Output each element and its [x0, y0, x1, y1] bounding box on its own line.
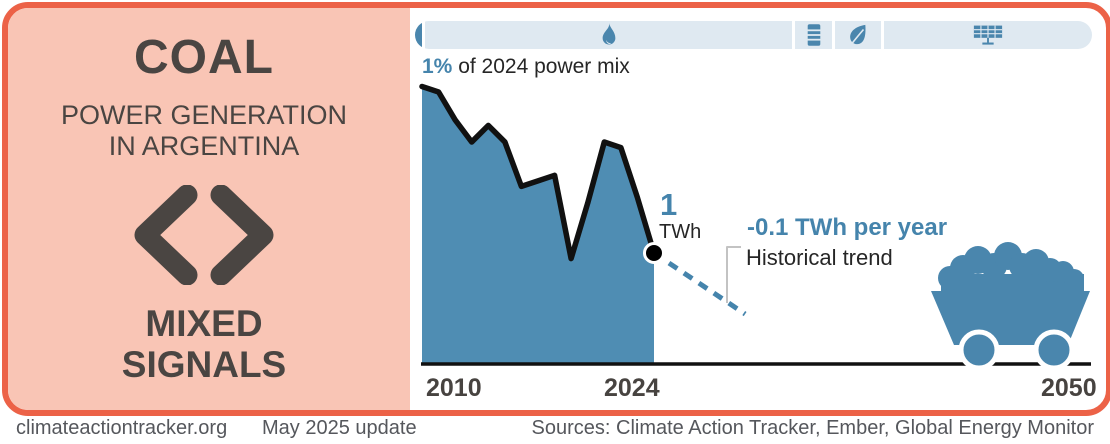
- oil-barrel-icon: [805, 24, 822, 46]
- endpoint-unit-label: TWh: [659, 221, 702, 243]
- flame-icon: [602, 23, 616, 45]
- signal-label-line1: MIXED: [145, 303, 263, 344]
- subtitle-line1: POWER GENERATION: [60, 100, 348, 130]
- endpoint-value-label: 1: [660, 187, 678, 222]
- power-mix-segment-renewables: [883, 21, 1092, 49]
- signal-label-line2: SIGNALS: [121, 344, 287, 385]
- leaf-icon: [849, 24, 866, 46]
- trend-rate-label: -0.1 TWh per year: [747, 214, 948, 241]
- site-url: climateactiontracker.org: [16, 417, 228, 439]
- page-title: COAL: [134, 31, 274, 84]
- power-mix-caption-text: of 2024 power mix: [452, 55, 630, 78]
- sources-credit: Sources: Climate Action Tracker, Ember, …: [531, 417, 1094, 439]
- subtitle-line2: IN ARGENTINA: [108, 131, 300, 161]
- power-mix-bar: [415, 21, 1092, 49]
- trend-name-label: Historical trend: [746, 245, 893, 270]
- solar-panel-icon: [973, 25, 1003, 45]
- power-mix-segment-gas: [424, 21, 793, 49]
- power-mix-caption: 1% of 2024 power mix: [422, 55, 630, 79]
- x-tick-2010: 2010: [426, 374, 482, 402]
- power-mix-segment-coal: [415, 21, 422, 49]
- left-panel-background: [8, 8, 410, 410]
- mixed-signals-icon: [134, 185, 274, 285]
- power-mix-segment-bioenergy: [834, 21, 881, 49]
- x-tick-2050: 2050: [1041, 374, 1097, 402]
- power-mix-segment-oil: [795, 21, 832, 49]
- power-mix-share: 1%: [422, 55, 453, 78]
- x-tick-2024: 2024: [604, 374, 660, 402]
- update-date: May 2025 update: [262, 417, 417, 439]
